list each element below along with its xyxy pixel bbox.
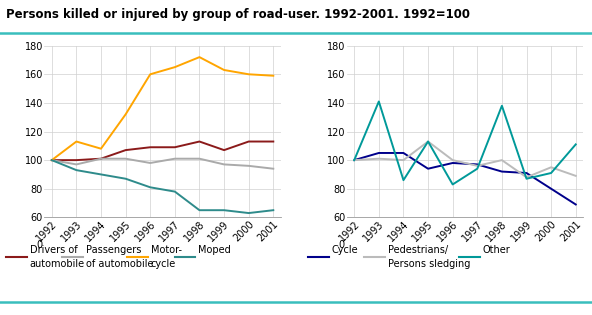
Text: 0: 0	[339, 240, 345, 250]
Text: Motor-: Motor-	[151, 245, 182, 255]
Text: Drivers of: Drivers of	[30, 245, 77, 255]
Text: automobile: automobile	[30, 259, 85, 269]
Text: 0: 0	[36, 240, 42, 250]
Text: of automobile: of automobile	[86, 259, 153, 269]
Text: Persons killed or injured by group of road-user. 1992-2001. 1992=100: Persons killed or injured by group of ro…	[6, 8, 470, 21]
Text: Moped: Moped	[198, 245, 231, 255]
Text: Pedestrians/: Pedestrians/	[388, 245, 448, 255]
Text: Persons sledging: Persons sledging	[388, 259, 470, 269]
Text: cycle: cycle	[151, 259, 176, 269]
Text: Other: Other	[482, 245, 510, 255]
Text: Passengers: Passengers	[86, 245, 141, 255]
Text: Cycle: Cycle	[332, 245, 358, 255]
